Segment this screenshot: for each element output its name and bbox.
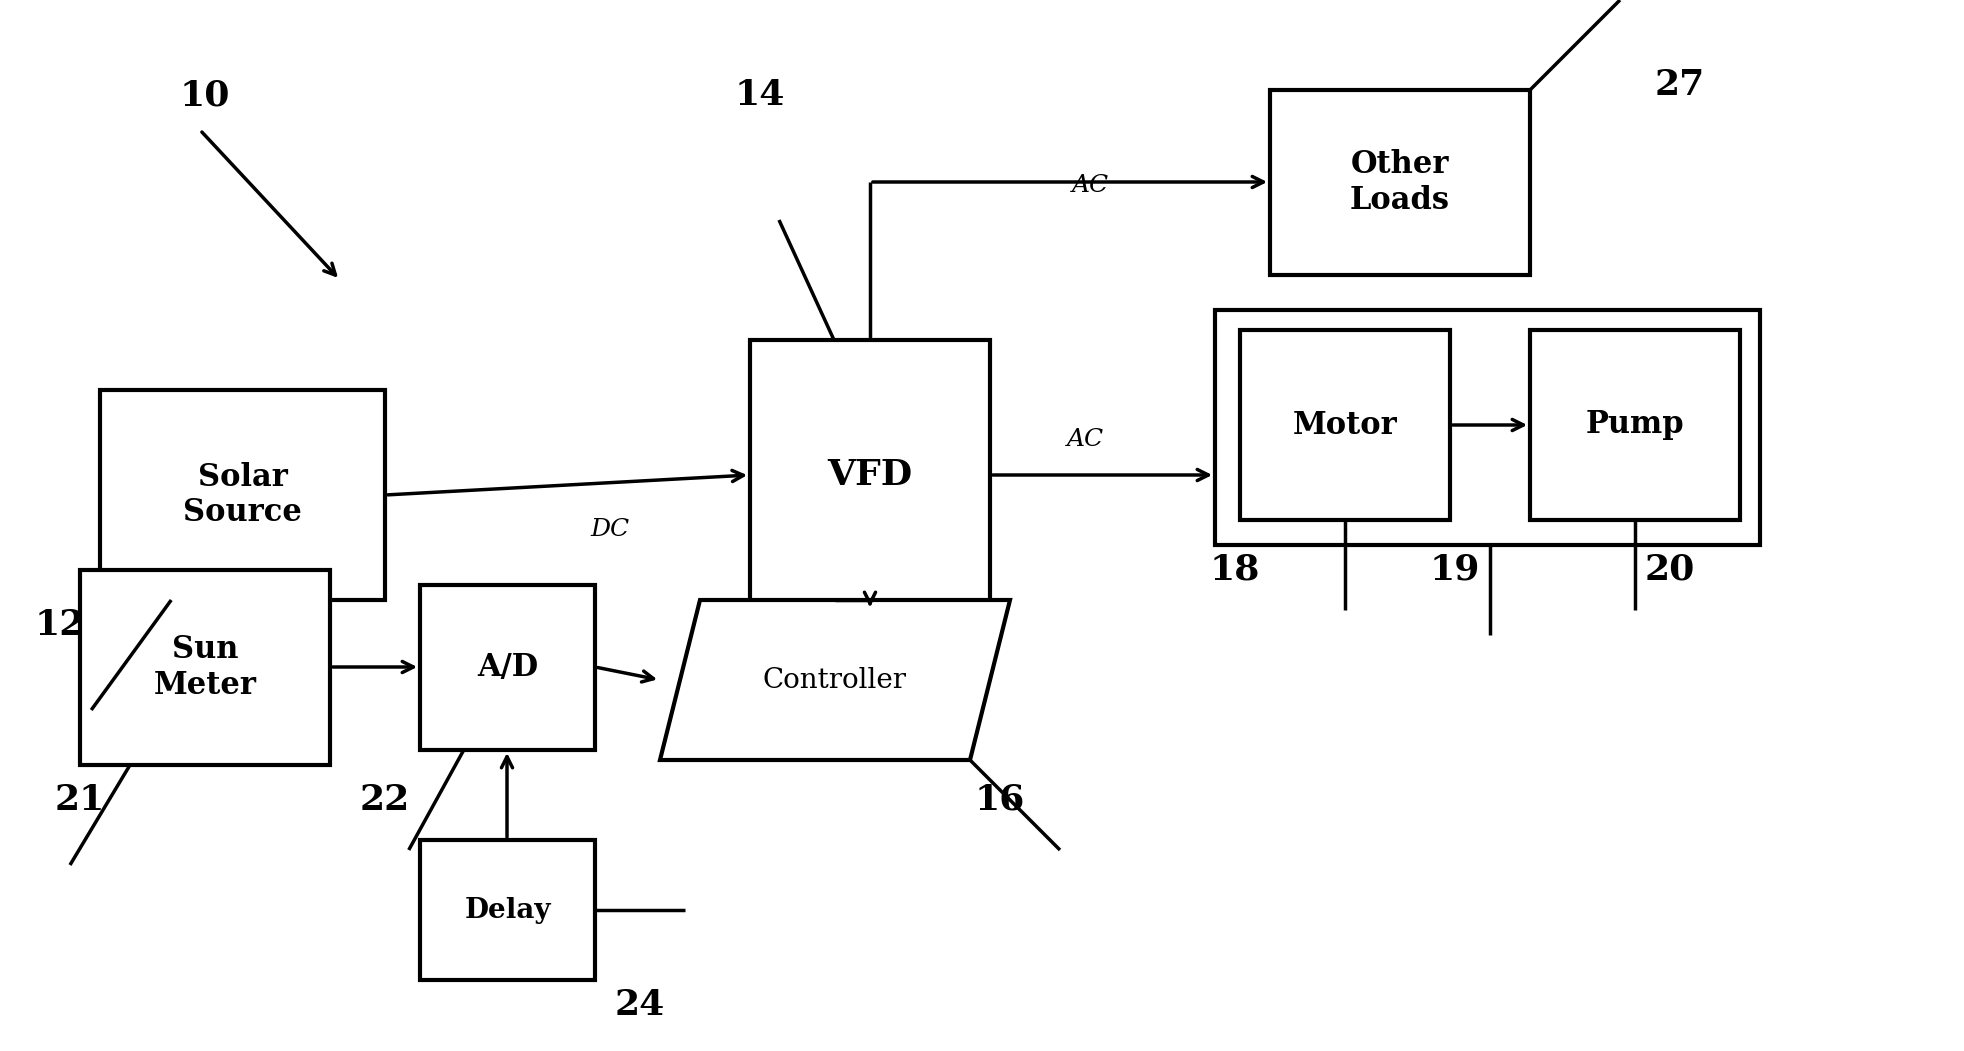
Text: 16: 16 [974,783,1025,817]
Text: 21: 21 [55,783,106,817]
Text: 27: 27 [1656,68,1705,102]
Text: Delay: Delay [464,897,550,924]
Text: 18: 18 [1210,553,1261,588]
Text: 22: 22 [359,783,410,817]
Polygon shape [660,600,1009,760]
Text: AC: AC [1072,173,1108,197]
Text: 19: 19 [1430,553,1481,588]
Bar [420,585,595,750]
Bar [100,390,385,600]
Text: Motor: Motor [1292,410,1396,440]
Text: 12: 12 [35,607,84,642]
Bar [1239,330,1449,520]
Text: AC: AC [1066,429,1104,452]
Text: Other
Loads: Other Loads [1349,149,1449,215]
Bar [750,341,990,610]
Bar [1530,330,1740,520]
Text: A/D: A/D [477,652,538,683]
Text: Pump: Pump [1585,410,1685,440]
Text: VFD: VFD [827,458,913,492]
Text: 20: 20 [1644,553,1695,588]
Text: 24: 24 [615,988,666,1022]
Bar [81,570,330,765]
Bar [420,840,595,980]
Text: Solar
Source: Solar Source [183,461,302,529]
Bar [1271,90,1530,275]
Text: 14: 14 [735,78,786,112]
Text: Sun
Meter: Sun Meter [153,634,257,701]
Text: DC: DC [591,518,630,541]
Text: 10: 10 [181,78,230,112]
Text: Controller: Controller [762,666,907,694]
Bar [1216,310,1760,545]
